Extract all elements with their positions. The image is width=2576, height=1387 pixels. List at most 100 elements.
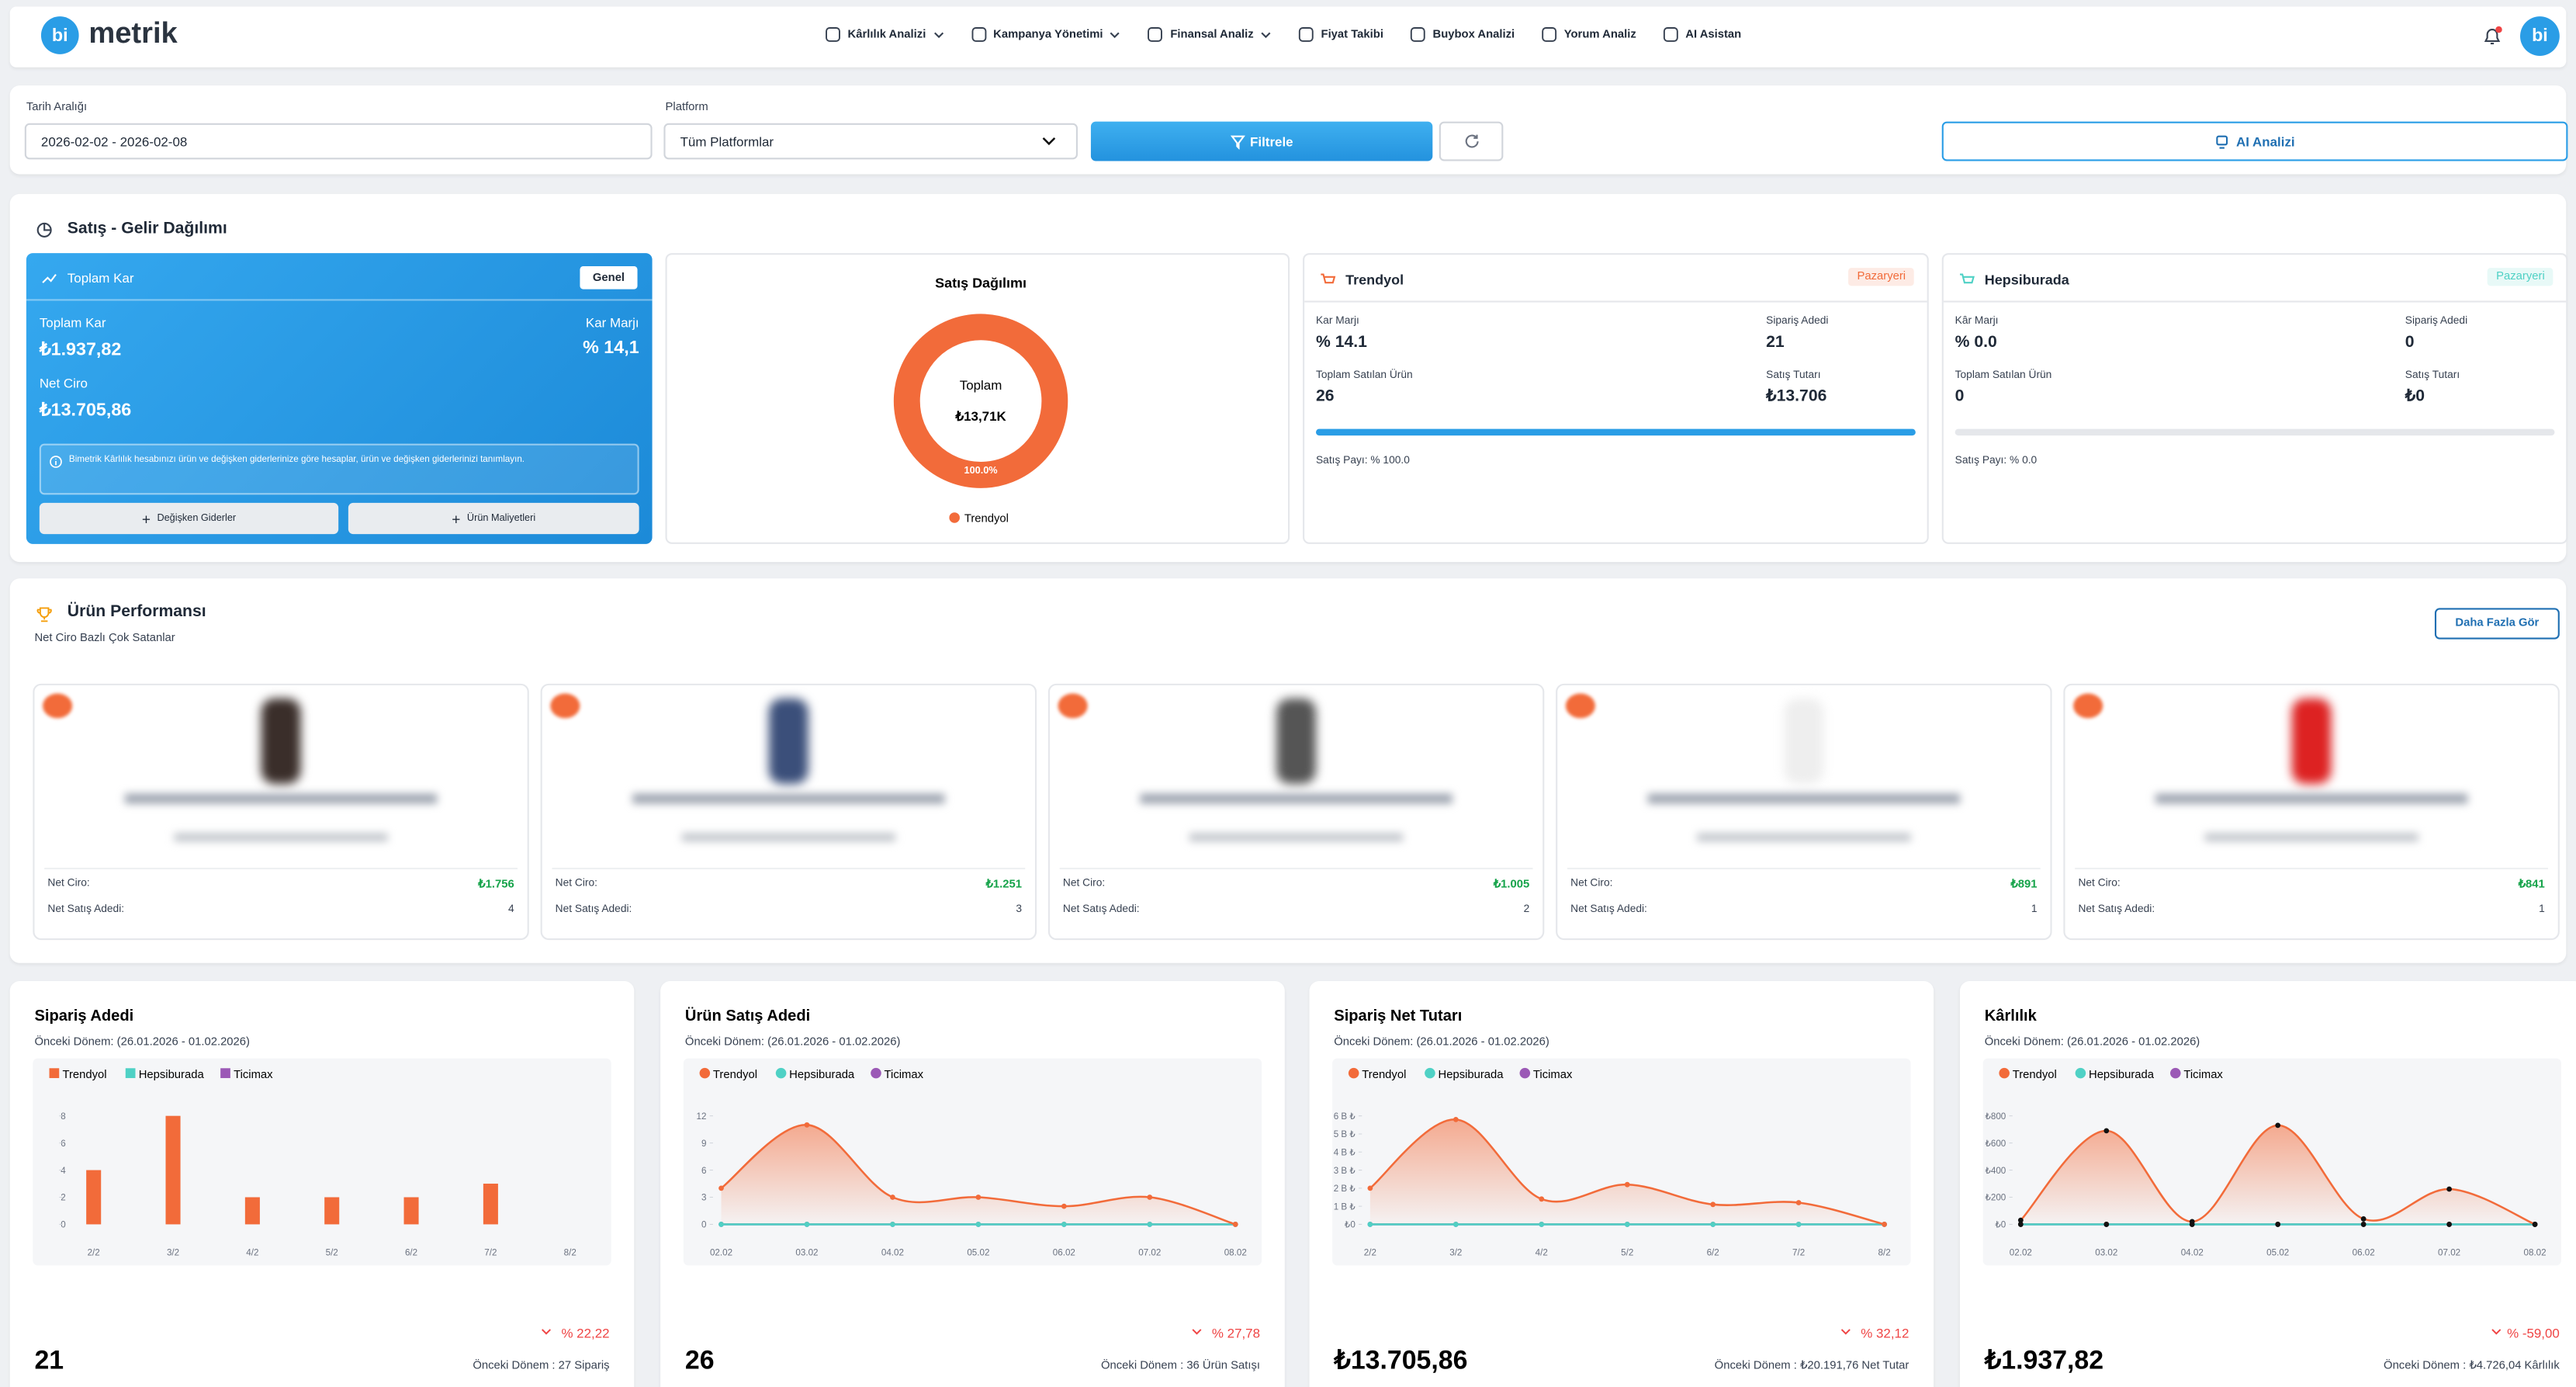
x-tick-label: 7/2: [1792, 1248, 1805, 1258]
donut-center-label: Toplam: [960, 378, 1002, 393]
field-value: 0: [1955, 387, 1965, 406]
cost-button[interactable]: + Ürün Maliyetleri: [348, 502, 639, 535]
previous: Önceki Dönem : 27 Sipariş: [473, 1358, 609, 1372]
marketplace-card: Trendyol Pazaryeri Kar Marjı % 14.1 Sipariş …: [1303, 253, 1929, 544]
more-button[interactable]: Daha Fazla Gör: [2434, 608, 2560, 640]
product-card[interactable]: Net Ciro: ₺1.756 Net Satış Adedi: 4: [33, 683, 529, 941]
bar: [165, 1115, 181, 1225]
product-sku: [1697, 833, 1911, 842]
field-label: Satış Tutarı: [1766, 369, 1821, 382]
net-ciro: ₺891: [2010, 879, 2038, 891]
chart-subtitle: Önceki Dönem: (26.01.2026 - 01.02.2026): [34, 1035, 250, 1049]
nav-menu: Kârlılık Analizi Kampanya Yönetimi Finansa…: [825, 26, 1768, 43]
divider: [552, 867, 1026, 870]
date-label: Tarih Aralığı: [26, 102, 88, 114]
product-section: Ürün Performansı Net Ciro Bazlı Çok Sata…: [9, 578, 2567, 963]
logo[interactable]: bi: [40, 16, 79, 54]
field-value: 21: [1766, 333, 1785, 352]
field-value: 26: [1315, 387, 1335, 406]
nav-item[interactable]: Buybox Analizi: [1410, 26, 1515, 43]
count: 3: [1016, 903, 1022, 916]
product-sku: [681, 833, 895, 842]
x-tick-label: 6/2: [405, 1248, 417, 1258]
filter-button[interactable]: Filtrele: [1090, 121, 1433, 161]
nav-item[interactable]: Yorum Analiz: [1541, 26, 1636, 43]
net-ciro: ₺841: [2518, 879, 2545, 891]
nav-text: Kârlılık Analizi: [847, 29, 926, 40]
y-tick-label: 3 B ₺: [1334, 1166, 1356, 1176]
rank-badge: [2073, 693, 2103, 719]
y-tick-label: 2: [61, 1193, 65, 1203]
change: % 22,22: [561, 1326, 609, 1341]
legend-swatch: [125, 1068, 136, 1078]
y-tick-label: 0: [701, 1220, 707, 1230]
expense-button[interactable]: + Değişken Giderler: [39, 502, 339, 535]
divider: [2075, 867, 2549, 870]
legend-dot: [699, 1067, 711, 1079]
x-tick-label: 8/2: [1878, 1248, 1891, 1258]
product-card[interactable]: Net Ciro: ₺841 Net Satış Adedi: 1: [2063, 683, 2560, 941]
point: [1232, 1222, 1238, 1227]
point: [1624, 1181, 1630, 1188]
nav-item[interactable]: Fiyat Takibi: [1298, 26, 1383, 43]
info-box: Bimetrik Kârlılık hesabınızı ürün ve değ…: [39, 443, 639, 495]
point: [2189, 1219, 2195, 1225]
down-chevron: [1192, 1329, 1202, 1335]
bar: [244, 1197, 260, 1225]
platform-label: Platform: [665, 102, 708, 114]
y-tick-label: ₺400: [1985, 1166, 2006, 1176]
chart-card: Sipariş Net Tutarı Önceki Dönem: (26.01.2…: [1309, 981, 1934, 1387]
product-card[interactable]: Net Ciro: ₺1.005 Net Satış Adedi: 2: [1047, 683, 1545, 941]
ai-button[interactable]: AI Analizi: [1941, 121, 2568, 161]
marketplace-name: Trendyol: [1345, 271, 1404, 288]
profit-card-title: Toplam Kar: [67, 271, 134, 286]
down-chevron: [2491, 1329, 2502, 1335]
slice-label: 100.0%: [964, 465, 998, 476]
legend-text: Hepsiburada: [1439, 1069, 1504, 1081]
y-tick-label: 6: [61, 1139, 65, 1149]
nav-item[interactable]: AI Asistan: [1663, 26, 1741, 43]
sales-section: Satış - Gelir Dağılımı Toplam Kar Genel …: [9, 193, 2568, 563]
net-ciro: ₺1.005: [1493, 879, 1530, 891]
product-card[interactable]: Net Ciro: ₺891 Net Satış Adedi: 1: [1556, 683, 2052, 941]
x-tick-label: 05.02: [2266, 1248, 2289, 1258]
bar: [86, 1170, 102, 1225]
nav-item[interactable]: Kampanya Yönetimi: [970, 26, 1120, 43]
legend-swatch: [49, 1068, 60, 1078]
icon-shape: [1542, 27, 1557, 42]
divider: [26, 299, 653, 301]
x-tick-label: 2/2: [88, 1248, 100, 1258]
nav-item[interactable]: Kârlılık Analizi: [825, 26, 944, 43]
chart-card: Sipariş Adedi Önceki Dönem: (26.01.2026 -…: [9, 981, 635, 1387]
nav-icon: [971, 27, 986, 42]
field-value: % 0.0: [1955, 333, 1997, 352]
y-tick-label: 9: [701, 1139, 706, 1149]
brand[interactable]: metrik: [88, 16, 178, 50]
x-tick-label: 04.02: [2181, 1248, 2204, 1258]
bell-icon[interactable]: [2481, 25, 2504, 48]
refresh-button[interactable]: [1439, 121, 1504, 161]
product-image: [1784, 698, 1824, 784]
y-tick-label: ₺600: [1985, 1139, 2006, 1149]
date-input[interactable]: 2026-02-02 - 2026-02-08: [24, 123, 653, 160]
avatar[interactable]: bi: [2520, 16, 2560, 56]
net-ciro-label: Net Ciro:: [555, 877, 597, 889]
field-label: Toplam Satılan Ürün: [1315, 369, 1413, 382]
legend-text: Ticimax: [234, 1069, 273, 1081]
platform-select[interactable]: Tüm Platformlar: [663, 123, 1078, 160]
y-tick-label: 12: [697, 1111, 707, 1122]
progress-bar: [1315, 428, 1916, 436]
product-card[interactable]: Net Ciro: ₺1.251 Net Satış Adedi: 3: [540, 683, 1037, 941]
point: [2103, 1128, 2110, 1134]
y-tick-label: ₺0: [1995, 1220, 2006, 1230]
ai-button-text: AI Analizi: [2236, 133, 2295, 149]
down-chevron: [542, 1329, 551, 1335]
progress-track: [1315, 428, 1916, 436]
nav-item[interactable]: Finansal Analiz: [1148, 26, 1272, 43]
plot-background: [33, 1058, 611, 1266]
bar: [324, 1197, 340, 1225]
y-tick-label: 6: [701, 1166, 706, 1176]
nav-icon: [826, 27, 840, 42]
point: [1795, 1200, 1802, 1205]
